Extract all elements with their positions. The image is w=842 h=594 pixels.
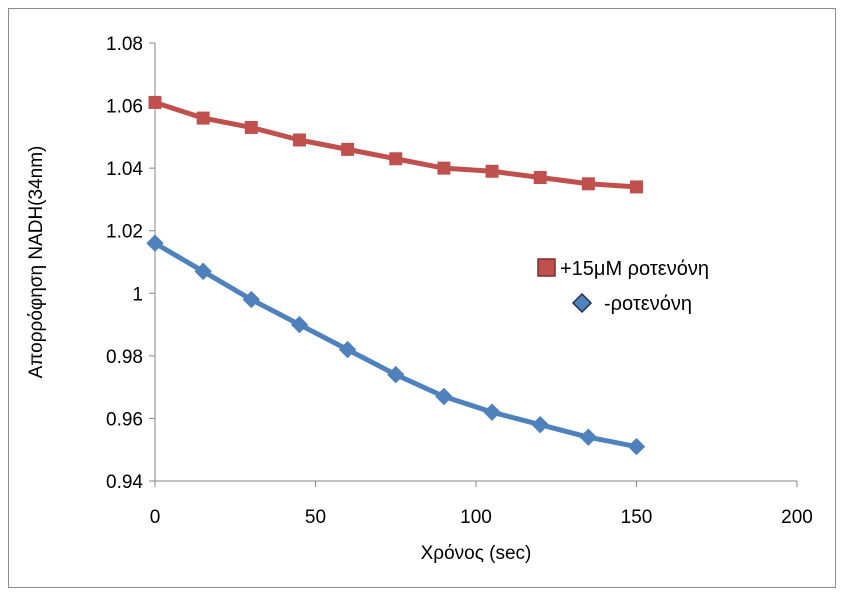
x-tick-label: 50 [305,507,326,528]
data-point-diamond [242,290,261,309]
x-tick-label: 150 [621,507,653,528]
x-tick-labels: 0 50 100 150 200 [150,481,813,528]
data-point-square [437,161,451,175]
data-point-square [196,111,210,125]
data-point-diamond [435,387,453,406]
y-tick-label: 1.04 [106,159,143,180]
y-tick-label: 1.02 [106,222,143,243]
data-point-diamond [338,340,357,359]
x-tick-label: 0 [150,507,161,528]
data-point-diamond [627,437,646,456]
y-tick-label: 1.06 [106,97,143,118]
legend-diamond-marker [571,292,593,314]
y-tick-label: 1.08 [106,34,143,55]
data-point-diamond [146,234,164,252]
legend: +15μM ροτενόνη -ροτενόνη [537,258,709,315]
data-point-square [292,133,306,147]
data-point-diamond [531,415,549,434]
data-point-square [581,177,595,191]
x-tick-label: 100 [460,507,492,528]
legend-label-minus-rotenone: -ροτενόνη [604,293,692,315]
data-point-square [630,180,643,194]
chart-frame [8,8,836,588]
data-point-square [148,95,162,109]
data-point-diamond [194,262,212,281]
legend-item-minus-rotenone: -ροτενόνη [571,292,692,315]
y-tick-labels: 0.94 0.96 0.98 1 1.02 1.04 1.06 1.08 [106,34,155,493]
data-point-square [389,152,403,166]
series-line [154,100,637,190]
data-point-diamond [387,365,405,384]
data-point-square [533,171,547,185]
y-axis-title: Απορρόφηση NADH(34nm) [26,146,47,379]
y-tick-label: 0.98 [106,347,143,368]
data-point-square [341,142,355,156]
data-point-diamond [483,403,501,421]
data-point-square [485,164,499,178]
plot-area [146,95,646,456]
data-point-diamond [290,315,309,334]
data-point-square [244,120,258,134]
legend-item-plus-rotenone: +15μM ροτενόνη [537,258,709,280]
legend-label-plus-rotenone: +15μM ροτενόνη [560,258,709,280]
x-axis-title: Χρόνος (sec) [421,543,532,564]
data-point-diamond [579,428,598,446]
y-tick-label: 1 [132,284,143,305]
y-tick-label: 0.96 [106,409,143,430]
x-tick-label: 200 [781,507,813,528]
y-tick-label: 0.94 [106,472,143,493]
legend-square-marker [537,258,556,277]
